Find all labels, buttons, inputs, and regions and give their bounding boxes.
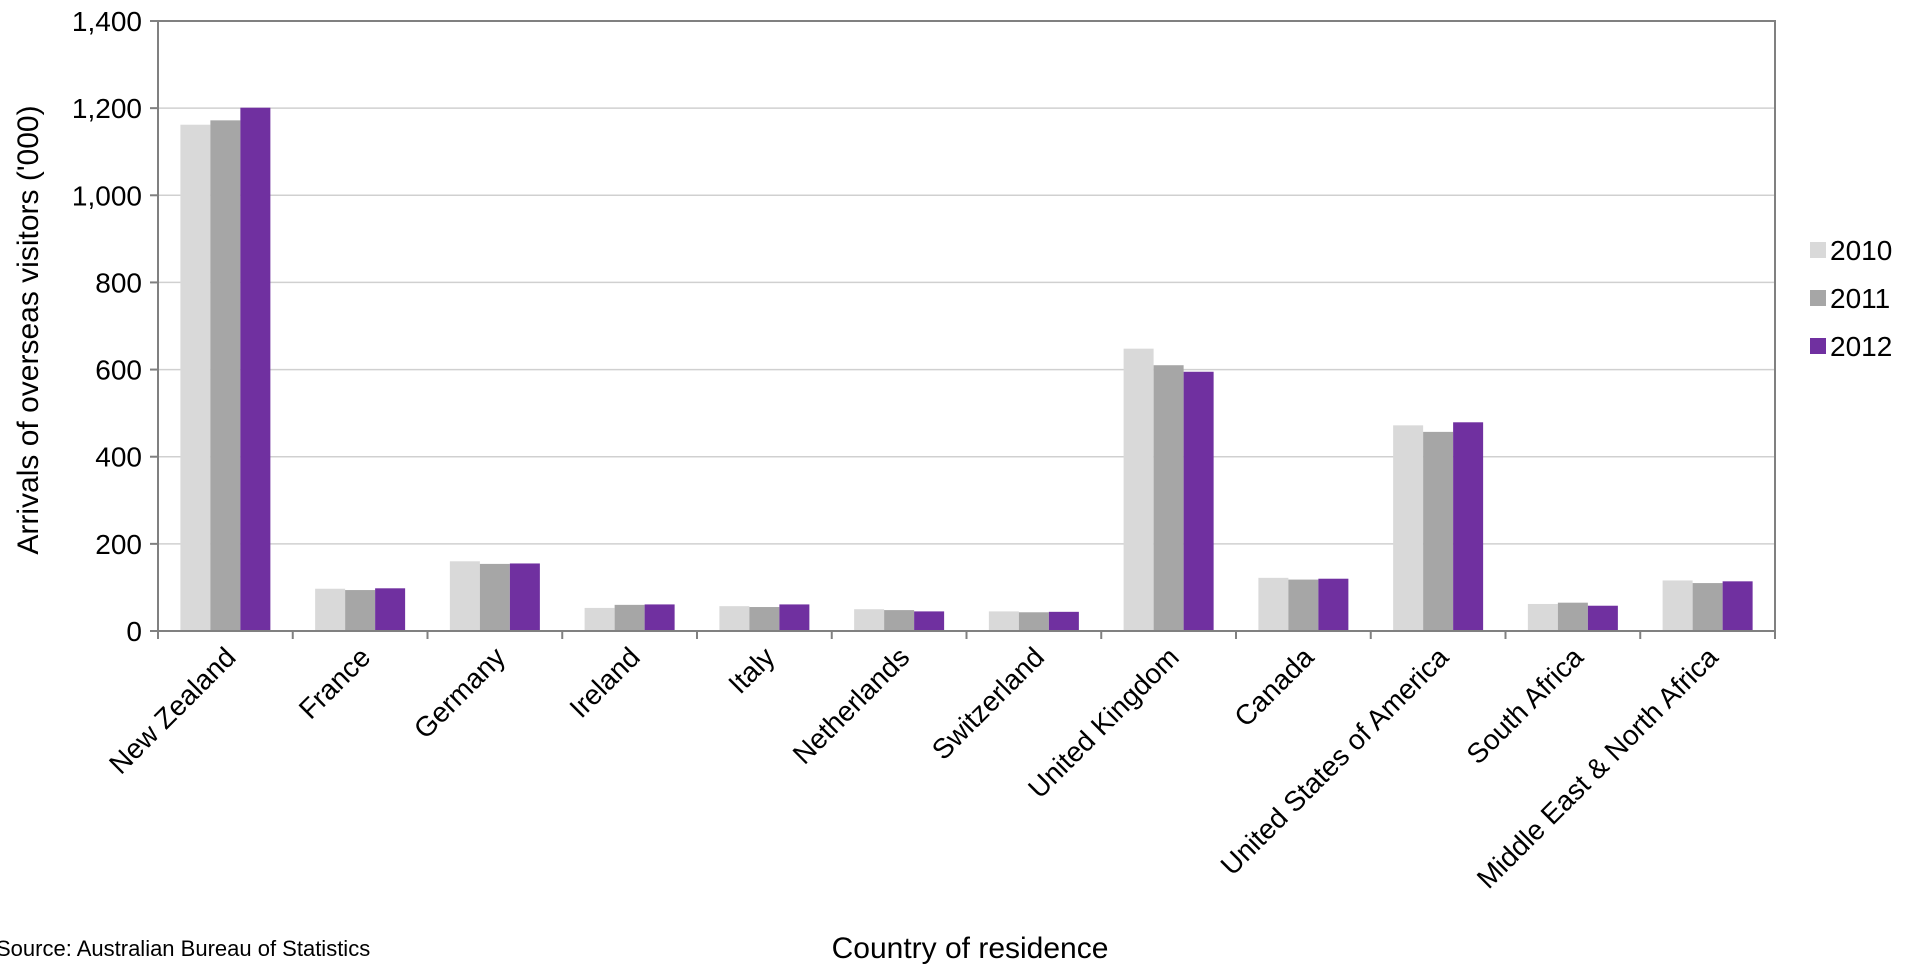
x-tick-label: Canada bbox=[1228, 641, 1320, 733]
bar-2012 bbox=[240, 107, 271, 631]
bar-2010 bbox=[180, 124, 211, 631]
bar-2011 bbox=[479, 563, 510, 631]
bar-2010 bbox=[1258, 577, 1289, 631]
y-tick-label: 1,000 bbox=[72, 180, 142, 211]
bar-2011 bbox=[749, 607, 780, 631]
y-tick-label: 1,400 bbox=[72, 6, 142, 37]
x-tick-label: Italy bbox=[722, 641, 780, 699]
bar-2010 bbox=[719, 606, 750, 631]
x-tick-label: Ireland bbox=[563, 641, 645, 723]
plot-area-frame bbox=[157, 20, 1776, 632]
bar-2010 bbox=[584, 607, 615, 631]
bar-2011 bbox=[345, 590, 376, 631]
x-axis-ticks: New Zealand France Germany Ireland Italy Neth… bbox=[103, 631, 1776, 894]
y-axis-title: Arrivals of overseas visitors ('000) bbox=[12, 105, 45, 554]
bar-2010 bbox=[315, 588, 346, 631]
legend-label-2010: 2010 bbox=[1830, 235, 1892, 266]
bar-2010 bbox=[1393, 425, 1424, 631]
bar-2012 bbox=[1453, 422, 1484, 631]
bar-2012 bbox=[644, 604, 675, 631]
bar-2012 bbox=[1587, 605, 1618, 631]
x-tick-label: Middle East & North Africa bbox=[1471, 641, 1724, 894]
bar-2011 bbox=[1018, 612, 1049, 631]
y-tick-label: 600 bbox=[95, 355, 142, 386]
bar-2012 bbox=[914, 611, 945, 631]
bar-2010 bbox=[1123, 348, 1154, 631]
x-tick-label: South Africa bbox=[1460, 641, 1589, 770]
gridlines bbox=[158, 107, 1775, 545]
x-tick-label: Germany bbox=[408, 641, 511, 744]
bar-2011 bbox=[1153, 365, 1184, 631]
bar-2010 bbox=[1527, 603, 1558, 631]
bar-2010 bbox=[988, 611, 1019, 631]
bar-2012 bbox=[1722, 581, 1753, 631]
legend-label-2012: 2012 bbox=[1830, 331, 1892, 362]
y-tick-label: 0 bbox=[126, 616, 142, 647]
legend-swatch-2012 bbox=[1810, 338, 1826, 354]
bar-2011 bbox=[614, 604, 645, 631]
bar-2012 bbox=[1048, 611, 1079, 631]
bar-2012 bbox=[375, 588, 406, 631]
bar-2012 bbox=[509, 563, 540, 631]
x-tick-label: Netherlands bbox=[787, 641, 916, 770]
bar-2012 bbox=[1183, 371, 1214, 631]
y-tick-label: 200 bbox=[95, 529, 142, 560]
y-tick-label: 400 bbox=[95, 442, 142, 473]
bars bbox=[180, 107, 1753, 631]
x-tick-label: Switzerland bbox=[926, 641, 1050, 765]
bar-2011 bbox=[1423, 431, 1454, 631]
y-tick-label: 1,200 bbox=[72, 93, 142, 124]
x-tick-label: France bbox=[293, 641, 377, 725]
bar-2010 bbox=[1662, 580, 1693, 631]
y-tick-label: 800 bbox=[95, 267, 142, 298]
bar-2011 bbox=[1557, 602, 1588, 631]
bar-2010 bbox=[854, 609, 885, 631]
x-axis-title: Country of residence bbox=[832, 932, 1109, 964]
legend: 2010 2011 2012 bbox=[1810, 235, 1892, 362]
bar-2011 bbox=[1692, 583, 1723, 631]
bar-2011 bbox=[1288, 579, 1319, 631]
legend-swatch-2011 bbox=[1810, 290, 1826, 306]
x-tick-label: New Zealand bbox=[103, 641, 242, 780]
bar-2011 bbox=[210, 120, 241, 631]
x-tick-label: United States of America bbox=[1215, 641, 1455, 881]
bar-2012 bbox=[779, 604, 810, 631]
bar-2012 bbox=[1318, 578, 1349, 631]
bar-2010 bbox=[449, 561, 480, 631]
legend-swatch-2010 bbox=[1810, 242, 1826, 258]
source-note: Source: Australian Bureau of Statistics bbox=[0, 936, 370, 961]
y-axis-ticks: 0 200 400 600 800 1,000 1,200 1,400 bbox=[72, 6, 158, 647]
legend-label-2011: 2011 bbox=[1830, 283, 1890, 314]
bar-2011 bbox=[884, 610, 915, 631]
